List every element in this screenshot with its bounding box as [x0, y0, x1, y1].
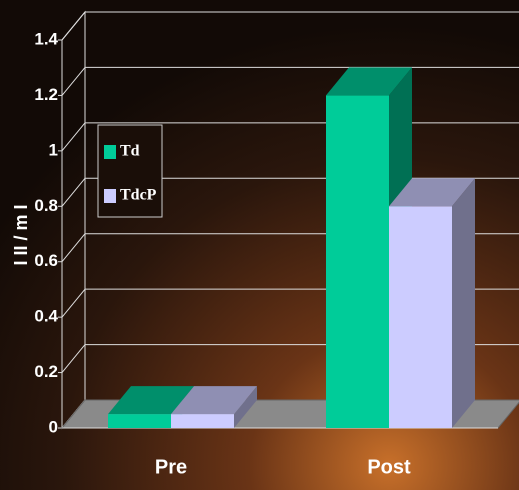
grid-line — [61, 122, 86, 152]
bar — [389, 206, 452, 428]
legend-swatch — [104, 145, 116, 159]
grid-line — [61, 177, 86, 207]
grid-line — [61, 233, 86, 263]
y-tick-label: 0.8 — [34, 196, 58, 215]
x-tick-label: Post — [367, 456, 411, 478]
bar-top — [326, 67, 412, 96]
legend-label: Td — [120, 143, 140, 160]
y-tick-label: 1 — [49, 140, 58, 159]
grid-line — [61, 67, 86, 96]
grid-line — [61, 288, 86, 318]
legend-label: TdcP — [120, 187, 157, 204]
bar-group — [171, 386, 257, 428]
bar-side — [452, 178, 475, 428]
bar-top — [389, 178, 475, 207]
y-tick-label: 1.4 — [34, 29, 58, 48]
legend: Td TdcP — [97, 124, 163, 218]
y-tick-label: 1.2 — [34, 85, 58, 104]
y-tick-label: 0 — [49, 417, 58, 436]
legend-swatch — [104, 189, 116, 203]
grid-line — [61, 344, 86, 373]
bar — [171, 414, 234, 428]
bar-group — [389, 178, 475, 428]
bar — [108, 414, 171, 428]
bar-top — [171, 386, 257, 415]
y-tick-label: 0.2 — [34, 362, 58, 381]
x-tick-label: Pre — [155, 456, 187, 478]
grid-line — [61, 11, 86, 41]
y-tick-label: 0.4 — [34, 307, 58, 326]
y-axis-label: I II / m I — [11, 204, 31, 265]
bar-side — [234, 386, 257, 428]
y-tick-label: 0.6 — [34, 251, 58, 270]
bar-top — [108, 386, 194, 415]
bar — [326, 95, 389, 428]
